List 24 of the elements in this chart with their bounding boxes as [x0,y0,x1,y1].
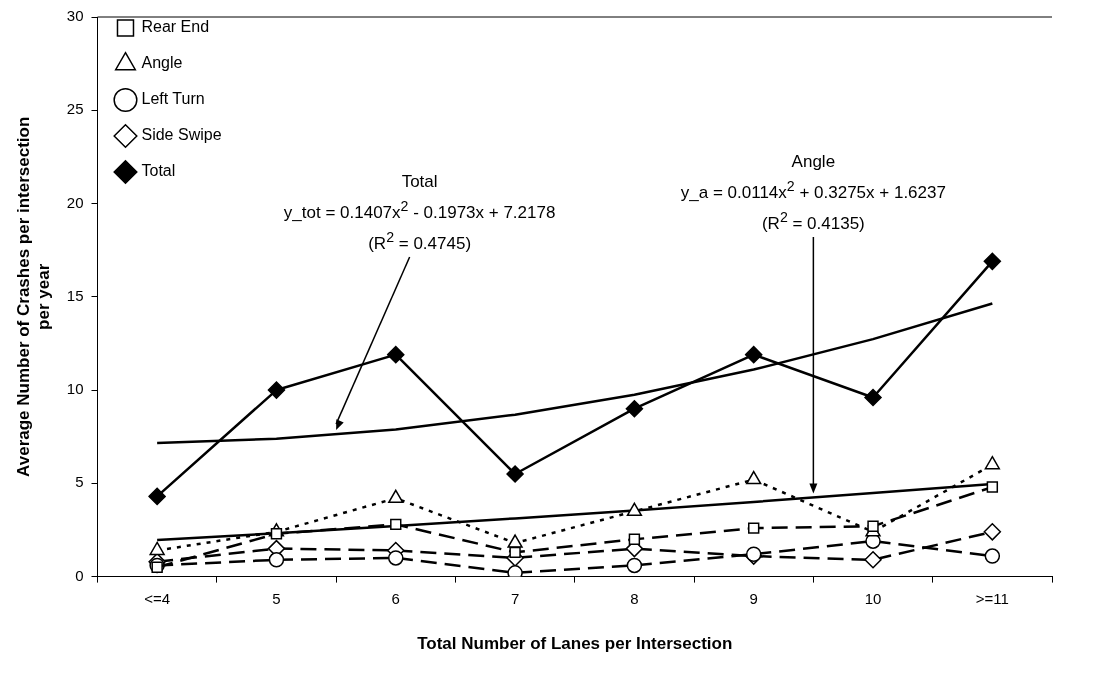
legend-label: Left Turn [141,90,205,108]
text: Total y_tot = 0.1407x$^{2}$ - 0.1973x + 7.2178 (R$^{2}$ = 0.4745) [283,172,556,253]
legend-label: Angle [141,54,183,72]
y-tick-label: 20 [66,193,84,211]
text: Angle y_a = 0.0114x$^{2}$ + 0.3275x + 1.6237 (R$^{2}$ = 0.4135) [680,152,946,233]
y-tick-label: 15 [66,286,84,304]
legend-label: Total [141,162,176,180]
y-tick-label: 10 [66,380,84,398]
legend-label: Rear End [141,18,210,36]
y-tick-label: 0 [75,566,84,584]
x-tick-label: 10 [864,589,882,607]
x-tick-label: 7 [510,589,520,607]
y-axis-title: Average Number of Crashes per intersection per year [13,116,54,477]
x-tick-label: 9 [749,589,758,607]
x-tick-label: 6 [391,589,400,607]
y-tick-label: 25 [66,100,84,118]
y-tick-label: 5 [75,473,84,491]
x-tick-label: 5 [272,589,281,607]
y-tick-label: 30 [66,7,84,25]
legend-label: Side Swipe [141,126,222,144]
x-tick-label: <=4 [144,589,171,607]
x-tick-label: 8 [630,589,639,607]
x-tick-label: >=11 [975,589,1009,607]
x-axis-title: Total Number of Lanes per Intersection [417,634,733,654]
